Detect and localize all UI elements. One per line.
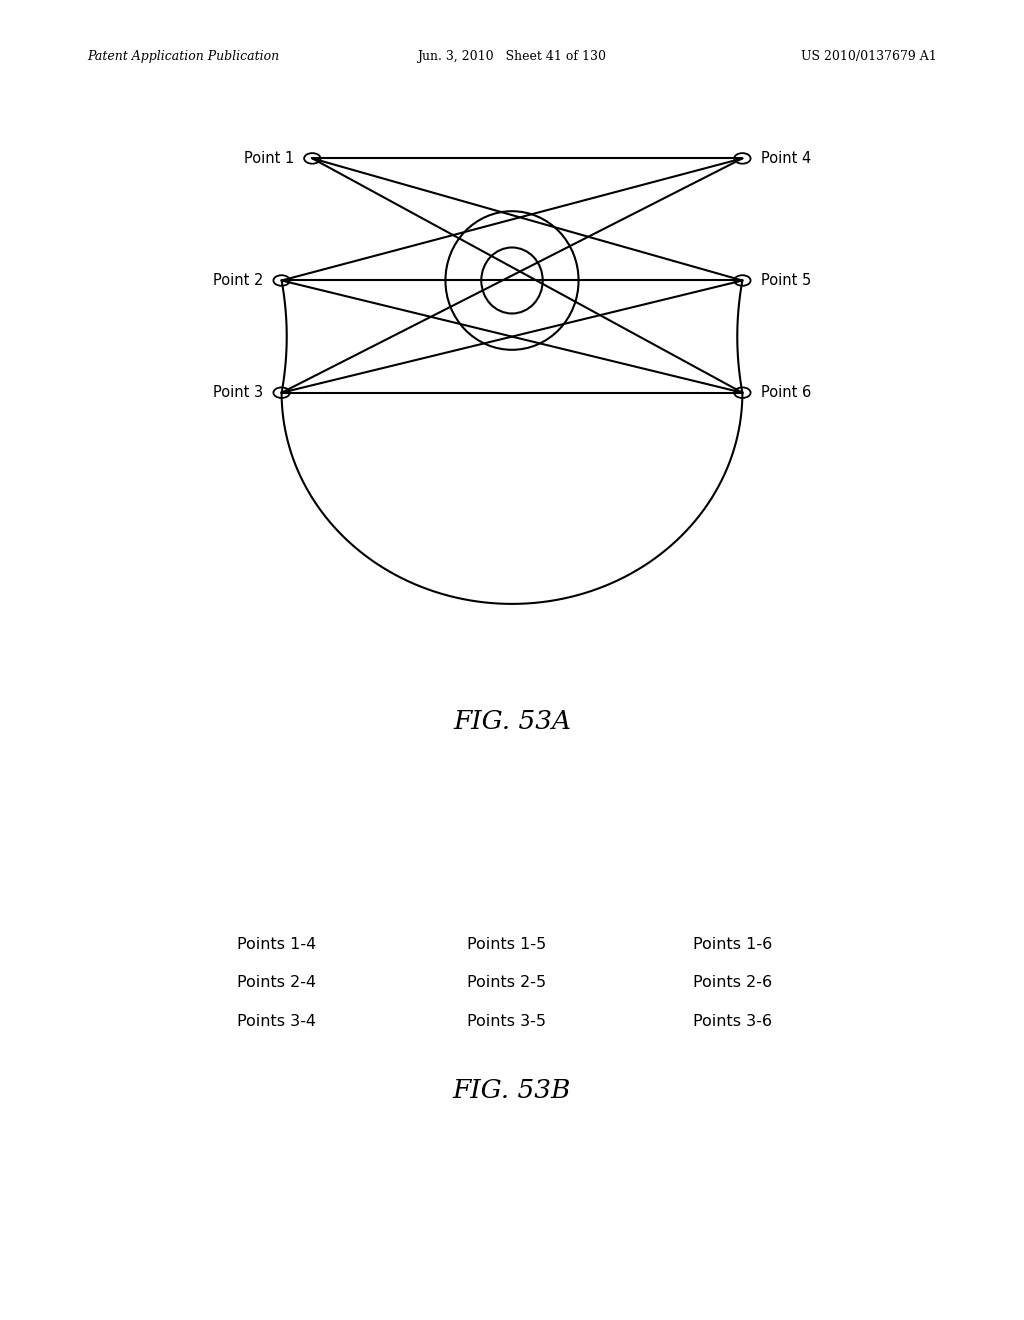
- Text: Patent Application Publication: Patent Application Publication: [87, 50, 280, 63]
- Text: Point 5: Point 5: [761, 273, 811, 288]
- Text: Points 2-6: Points 2-6: [692, 975, 772, 990]
- Text: Point 6: Point 6: [761, 385, 811, 400]
- Text: Point 3: Point 3: [213, 385, 263, 400]
- Text: Point 4: Point 4: [761, 150, 811, 166]
- Text: Points 2-5: Points 2-5: [467, 975, 547, 990]
- Text: Points 3-6: Points 3-6: [692, 1014, 772, 1028]
- Text: Points 1-4: Points 1-4: [237, 937, 316, 952]
- Text: Points 1-5: Points 1-5: [467, 937, 547, 952]
- Text: FIG. 53B: FIG. 53B: [453, 1078, 571, 1104]
- Text: Points 3-5: Points 3-5: [467, 1014, 547, 1028]
- Text: Point 2: Point 2: [213, 273, 263, 288]
- Text: Point 1: Point 1: [244, 150, 294, 166]
- Text: FIG. 53A: FIG. 53A: [453, 709, 571, 734]
- Text: Points 1-6: Points 1-6: [692, 937, 772, 952]
- Text: Points 3-4: Points 3-4: [237, 1014, 316, 1028]
- Text: Jun. 3, 2010   Sheet 41 of 130: Jun. 3, 2010 Sheet 41 of 130: [418, 50, 606, 63]
- Text: US 2010/0137679 A1: US 2010/0137679 A1: [801, 50, 937, 63]
- Text: Points 2-4: Points 2-4: [237, 975, 316, 990]
